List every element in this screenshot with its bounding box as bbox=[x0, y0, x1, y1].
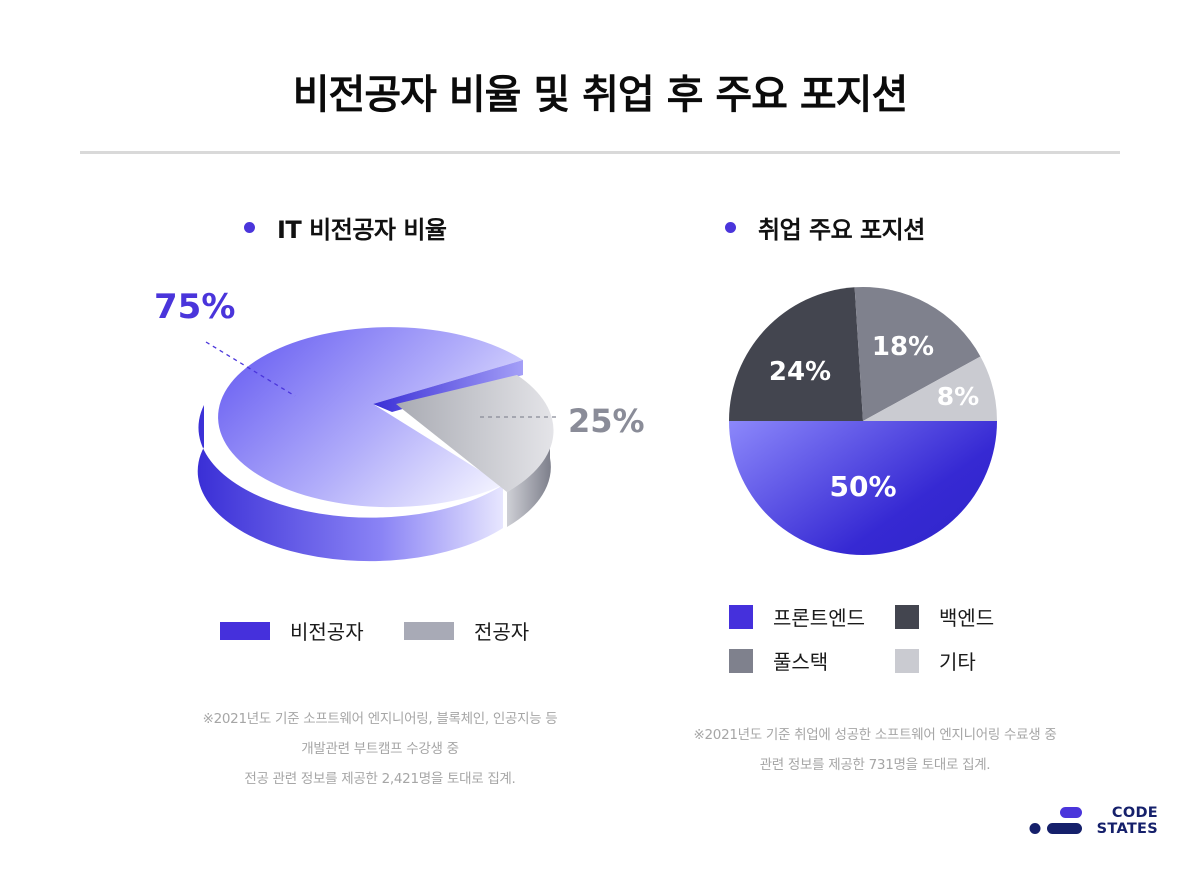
logo-line-2: STATES bbox=[1096, 821, 1158, 837]
non-major-3d-pie-chart: 75% 25% bbox=[154, 287, 645, 562]
code-states-logo-text: CODE STATES bbox=[1090, 805, 1158, 837]
legend-item-backend: 백엔드 bbox=[895, 602, 994, 631]
page-title: 비전공자 비율 및 취업 후 주요 포지션 bbox=[292, 72, 909, 118]
legend-label: 백엔드 bbox=[939, 606, 995, 630]
bullet-icon bbox=[244, 222, 255, 233]
etc-percent-label: 8% bbox=[937, 382, 979, 411]
legend-item-frontend: 프론트엔드 bbox=[729, 602, 865, 631]
legend-label: 비전공자 bbox=[290, 620, 364, 644]
footnote-line: ※2021년도 기준 취업에 성공한 소프트웨어 엔지니어링 수료생 중 bbox=[693, 727, 1057, 743]
legend-item-non-major: 비전공자 bbox=[220, 616, 364, 645]
backend-percent-label: 24% bbox=[769, 357, 831, 387]
frontend-percent-label: 50% bbox=[829, 470, 896, 503]
legend-swatch bbox=[895, 604, 919, 629]
right-section-heading: 취업 주요 포지션 bbox=[725, 210, 925, 245]
legend-swatch bbox=[404, 621, 454, 640]
logo-line-1: CODE bbox=[1111, 805, 1158, 821]
position-pie-chart: 50% 24% 18% 8% bbox=[729, 287, 997, 555]
legend-label: 풀스택 bbox=[773, 650, 829, 674]
legend-swatch bbox=[220, 621, 270, 640]
footnote-line: 관련 정보를 제공한 731명을 토대로 집계. bbox=[759, 757, 991, 773]
legend-item-etc: 기타 bbox=[895, 646, 976, 675]
legend-label: 전공자 bbox=[474, 620, 530, 644]
footnote-line: 개발관련 부트캠프 수강생 중 bbox=[301, 741, 459, 757]
legend-label: 기타 bbox=[939, 650, 976, 674]
non-major-percent-label: 75% bbox=[154, 287, 235, 327]
legend-item-major: 전공자 bbox=[404, 616, 529, 645]
right-section-title: 취업 주요 포지션 bbox=[758, 216, 925, 244]
left-section-heading: IT 비전공자 비율 bbox=[244, 210, 447, 245]
title-divider bbox=[80, 151, 1120, 154]
footnote-line: ※2021년도 기준 소프트웨어 엔지니어링, 블록체인, 인공지능 등 bbox=[202, 711, 558, 727]
left-footnote: ※2021년도 기준 소프트웨어 엔지니어링, 블록체인, 인공지능 등 개발관… bbox=[130, 704, 630, 794]
footnote-line: 전공 관련 정보를 제공한 2,421명을 토대로 집계. bbox=[244, 771, 516, 787]
major-percent-label: 25% bbox=[568, 402, 645, 440]
bullet-icon bbox=[725, 222, 736, 233]
legend-label: 프론트엔드 bbox=[773, 606, 865, 630]
right-footnote: ※2021년도 기준 취업에 성공한 소프트웨어 엔지니어링 수료생 중 관련 … bbox=[610, 720, 1140, 780]
fullstack-percent-label: 18% bbox=[872, 332, 934, 362]
legend-swatch bbox=[895, 648, 919, 673]
legend-item-fullstack: 풀스택 bbox=[729, 646, 828, 675]
code-states-logo-icon bbox=[1029, 807, 1082, 834]
legend-swatch bbox=[729, 604, 753, 629]
left-section-title: IT 비전공자 비율 bbox=[277, 216, 447, 244]
legend-swatch bbox=[729, 648, 753, 673]
